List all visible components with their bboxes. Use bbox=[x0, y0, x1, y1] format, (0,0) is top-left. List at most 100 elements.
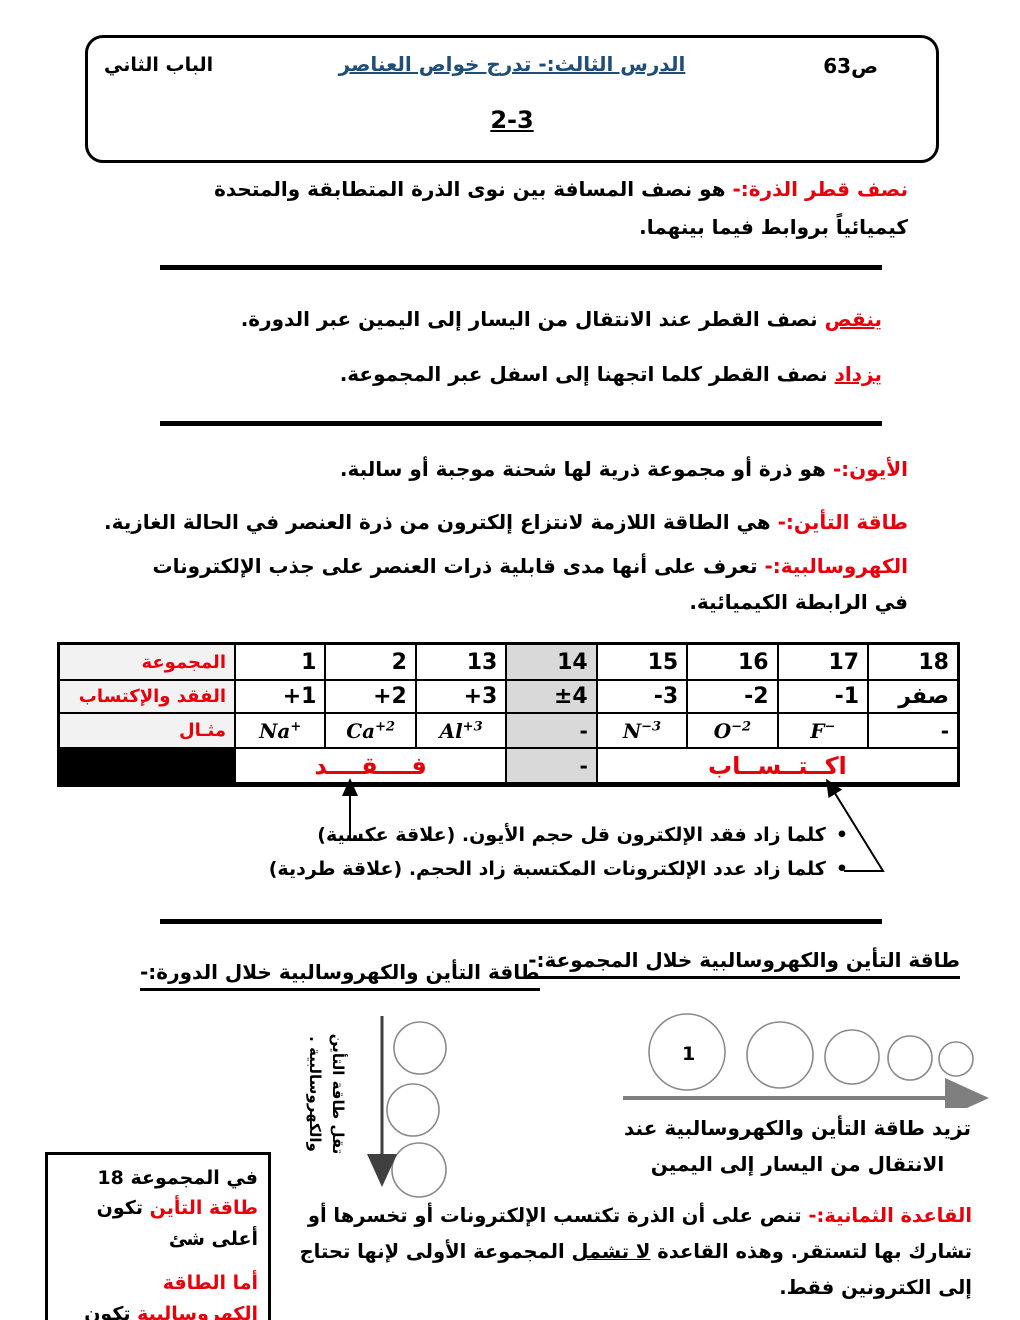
example-ion: Al+3 bbox=[414, 712, 508, 749]
definition-electronegativity-text: تعرف على أنها مدى قابلية ذرات العنصر على… bbox=[152, 554, 908, 614]
octet-rule-term: القاعدة الثمانية:- bbox=[808, 1204, 972, 1227]
increase-word: يزداد bbox=[834, 362, 882, 386]
definition-ionization-energy: طاقة التأين:- هي الطاقة اللازمة لانتزاع … bbox=[104, 503, 908, 541]
circle-number-label: 1 bbox=[682, 1043, 695, 1065]
ion-charge: −2 bbox=[731, 718, 752, 734]
charge-cell: -2 bbox=[686, 679, 779, 714]
loss-span-cell: فــــقــــد bbox=[233, 747, 508, 787]
atom-circle bbox=[887, 1035, 933, 1081]
definition-electronegativity-term: الكهروسالبية:- bbox=[764, 554, 908, 578]
group18-note-box: في المجموعة 18 طاقة التأين تكون أعلى شئ … bbox=[45, 1152, 271, 1320]
example-dash: - bbox=[867, 712, 960, 749]
page-number: ص63 bbox=[823, 54, 878, 78]
ion-charge: −3 bbox=[641, 718, 662, 734]
group-cell: 14 bbox=[505, 642, 598, 681]
group-trend-diagram bbox=[367, 1016, 447, 1198]
atom-circle bbox=[938, 1041, 974, 1077]
group-cell: 13 bbox=[414, 642, 508, 681]
lesson-number: 2-3 bbox=[490, 106, 534, 134]
ion-charge: − bbox=[824, 718, 836, 734]
atom-circle bbox=[393, 1021, 447, 1075]
table-row-groups: المجموعة 1 2 13 14 15 16 17 18 bbox=[57, 642, 960, 681]
group-cell: 16 bbox=[686, 642, 779, 681]
period-trend-diagram: 1 bbox=[623, 1013, 989, 1108]
chapter-label: الباب الثاني bbox=[104, 54, 214, 76]
decrease-text: نصف القطر عند الانتقال من اليسار إلى الي… bbox=[240, 307, 825, 331]
increase-text: نصف القطر كلما اتجهنا إلى اسفل عبر المجم… bbox=[339, 362, 835, 386]
note-direct-relation: • كلما زاد عدد الإلكترونات المكتسبة زاد ا… bbox=[269, 858, 848, 880]
bullet-icon: • bbox=[835, 858, 848, 880]
note-inverse-relation: • كلما زاد فقد الإلكترون قل حجم الأيون. (… bbox=[317, 824, 848, 846]
row-label-example: مثـال bbox=[57, 712, 236, 749]
vertical-caption-line-1: تقل طاقة التأين bbox=[329, 1033, 347, 1155]
charge-cell: ±4 bbox=[505, 679, 598, 714]
bullet-icon: • bbox=[835, 824, 848, 846]
group-cell: 18 bbox=[867, 642, 960, 681]
black-strip bbox=[57, 775, 220, 786]
atom-circle bbox=[386, 1083, 440, 1137]
group18-electro-red: أما الطاقة الكهروسالبية bbox=[130, 1272, 258, 1320]
ion-symbol: F bbox=[810, 718, 825, 743]
group-cell: 17 bbox=[776, 642, 870, 681]
definition-ion: الأيون:- هو ذرة أو مجموعة ذرية لها شحنة … bbox=[340, 450, 908, 488]
example-ion: F− bbox=[776, 712, 870, 749]
group-trend-vertical-caption: تقل طاقة التأين والكهروسالبية . bbox=[305, 1009, 349, 1179]
definition-ion-text: هو ذرة أو مجموعة ذرية لها شحنة موجبة أو … bbox=[339, 457, 833, 481]
dash-cell: - bbox=[505, 747, 598, 787]
definition-ionization-term: طاقة التأين:- bbox=[777, 510, 908, 534]
radius-decrease-note: ينقص نصف القطر عند الانتقال من اليسار إل… bbox=[241, 300, 882, 338]
group-cell: 15 bbox=[595, 642, 689, 681]
octet-rule-text-b: المجموعة الأولى لإنها تحتاج إلى الكتروني… bbox=[299, 1240, 972, 1300]
charge-cell: -3 bbox=[595, 679, 689, 714]
header-box: ص63 الدرس الثالث:- تدرج خواص العناصر الب… bbox=[85, 35, 939, 163]
ion-symbol: N bbox=[622, 718, 642, 743]
atom-circle bbox=[391, 1142, 447, 1198]
divider-line bbox=[160, 421, 882, 426]
atom-circle bbox=[824, 1029, 880, 1085]
ion-symbol: Ca bbox=[346, 718, 376, 743]
note-inverse-text: كلما زاد فقد الإلكترون قل حجم الأيون. (ع… bbox=[317, 824, 826, 846]
radius-increase-note: يزداد نصف القطر كلما اتجهنا إلى اسفل عبر… bbox=[340, 355, 882, 393]
group-cell: 2 bbox=[324, 642, 417, 681]
gain-span-cell: اكــتــســاب bbox=[595, 747, 960, 787]
caption-line-2: الانتقال من اليسار إلى اليمين bbox=[650, 1152, 945, 1176]
table-row-examples: مثـال Na+ Ca+2 Al+3 - N−3 O−2 F− - bbox=[57, 712, 960, 749]
charge-cell: +2 bbox=[324, 679, 417, 714]
charge-cell: +1 bbox=[233, 679, 327, 714]
example-ion: Na+ bbox=[233, 712, 327, 749]
caption-line-1: تزيد طاقة التأين والكهروسالبية عند bbox=[623, 1116, 971, 1140]
definition-atomic-radius-text: هو نصف المسافة بين نوى الذرة المتطابقة و… bbox=[214, 177, 908, 239]
heading-period-trend: طاقة التأين والكهروسالبية خلال الدورة:- bbox=[140, 960, 540, 991]
ion-charge: +3 bbox=[462, 718, 483, 734]
diagonal-arrow-to-gain bbox=[825, 778, 885, 872]
atom-circle-largest bbox=[648, 1013, 726, 1091]
ion-symbol: Al bbox=[439, 718, 463, 743]
group-cell: 1 bbox=[233, 642, 327, 681]
lesson-title: الدرس الثالث:- تدرج خواص العناصر bbox=[338, 52, 686, 76]
definition-electronegativity: الكهروسالبية:- تعرف على أنها مدى قابلية … bbox=[128, 548, 908, 620]
ion-symbol: Na bbox=[259, 718, 291, 743]
table-row-charges: الفقد والإكتساب +1 +2 +3 ±4 -3 -2 -1 صفر bbox=[57, 679, 960, 714]
ion-charge: +2 bbox=[375, 718, 396, 734]
charge-cell: صفر bbox=[867, 679, 960, 714]
example-ion: Ca+2 bbox=[324, 712, 417, 749]
definition-ion-term: الأيون:- bbox=[832, 457, 908, 481]
ion-charge: + bbox=[290, 718, 302, 734]
ion-symbol: O bbox=[713, 718, 732, 743]
group18-note-line2: أما الطاقة الكهروسالبية تكون صفر. (اقل ش… bbox=[58, 1268, 258, 1320]
group18-pre: في المجموعة 18 bbox=[97, 1167, 258, 1189]
divider-line bbox=[160, 919, 882, 924]
heading-group-trend: طاقة التأين والكهروسالبية خلال المجموعة:… bbox=[528, 948, 960, 979]
group18-end: تكون صفر. (اقل شئ). bbox=[84, 1302, 131, 1320]
decrease-word: ينقص bbox=[824, 307, 882, 331]
definition-ionization-text: هي الطاقة اللازمة لانتزاع إلكترون من ذرة… bbox=[104, 510, 778, 534]
group18-ionization-red: طاقة التأين bbox=[149, 1197, 258, 1220]
example-ion: O−2 bbox=[686, 712, 779, 749]
octet-rule-paragraph: القاعدة الثمانية:- تنص على أن الذرة تكتس… bbox=[280, 1198, 972, 1306]
example-dash: - bbox=[505, 712, 598, 749]
example-ion: N−3 bbox=[595, 712, 689, 749]
row-label-gain-loss: الفقد والإكتساب bbox=[57, 679, 236, 714]
period-trend-caption: تزيد طاقة التأين والكهروسالبية عند الانت… bbox=[600, 1110, 995, 1182]
group18-mid: تكون أعلى شئ bbox=[96, 1197, 258, 1250]
